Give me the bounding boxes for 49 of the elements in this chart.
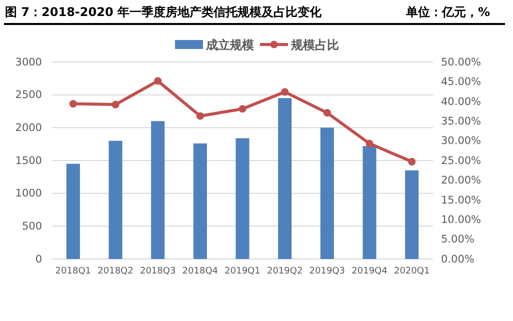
y2-tick-label: 15.00% (441, 194, 482, 206)
y-tick-label: 2000 (15, 122, 42, 134)
point (238, 105, 246, 113)
bar (320, 128, 334, 259)
y-tick-label: 1500 (15, 154, 42, 167)
x-tick-label: 2019Q1 (224, 266, 260, 276)
bar (405, 170, 419, 259)
x-tick-label: 2018Q4 (182, 266, 218, 276)
bar (362, 146, 376, 259)
y2-tick-label: 10.00% (441, 214, 482, 226)
chart-subtitle: 单位：亿元，% (404, 5, 490, 19)
x-tick-label: 2018Q2 (98, 266, 134, 276)
y2-tick-label: 20.00% (441, 174, 482, 187)
point (112, 100, 120, 108)
point (69, 100, 77, 108)
point (323, 109, 331, 117)
y2-tick-label: 0.00% (441, 253, 474, 266)
chart-title: 图 7：2018-2020 年一季度房地产类信托规模及占比变化 (5, 5, 322, 19)
y2-tick-label: 45.00% (441, 76, 482, 88)
x-tick-label: 2019Q3 (309, 266, 346, 276)
y2-tick-label: 40.00% (441, 96, 482, 108)
y-tick-label: 2500 (15, 89, 42, 102)
bar (66, 164, 80, 259)
y2-tick-label: 5.00% (441, 234, 474, 246)
point (154, 77, 162, 85)
x-tick-label: 2019Q4 (352, 266, 388, 276)
x-tick-label: 2018Q3 (140, 266, 176, 276)
legend-label: 成立规模 (205, 38, 254, 52)
bar (278, 98, 292, 259)
bar (236, 138, 250, 259)
x-tick-label: 2020Q1 (394, 266, 430, 276)
y-tick-label: 0 (35, 253, 42, 266)
point (408, 158, 416, 166)
y2-tick-label: 35.00% (441, 115, 482, 128)
y-tick-label: 3000 (15, 56, 42, 68)
x-tick-label: 2018Q1 (55, 266, 92, 276)
bar (193, 143, 207, 259)
point (196, 112, 204, 120)
x-tick-label: 2019Q2 (266, 266, 303, 276)
point (281, 88, 289, 96)
y2-tick-label: 50.00% (441, 56, 482, 68)
y2-tick-label: 30.00% (441, 135, 482, 148)
point (366, 140, 374, 148)
bar (108, 140, 122, 259)
y2-tick-label: 25.00% (441, 154, 482, 167)
y-tick-label: 1000 (15, 188, 42, 200)
legend-label: 规模占比 (290, 38, 339, 52)
y-tick-label: 500 (22, 220, 42, 233)
bar (151, 121, 165, 259)
